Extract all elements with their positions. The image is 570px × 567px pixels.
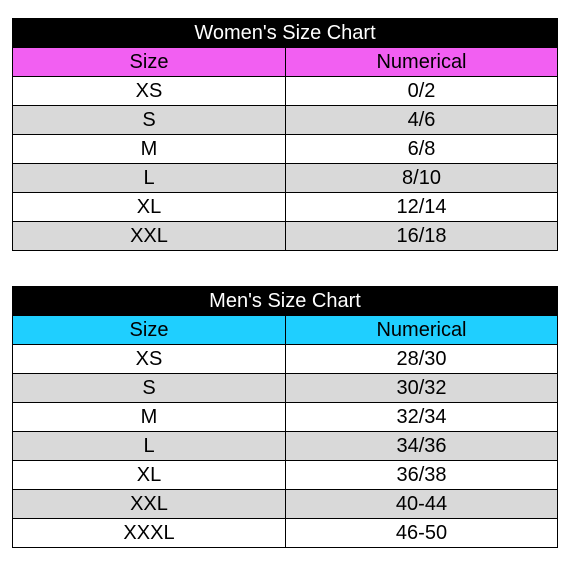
numerical-cell: 46-50 [285, 518, 558, 548]
table-row: XS 28/30 [12, 344, 558, 374]
table-row: S 4/6 [12, 105, 559, 135]
size-column-header: Size [12, 315, 286, 345]
table-row: L 34/36 [12, 431, 558, 461]
numerical-cell: 0/2 [284, 76, 559, 106]
numerical-cell: 40-44 [285, 489, 558, 519]
table-row: M 6/8 [12, 134, 559, 164]
numerical-cell: 8/10 [284, 163, 559, 193]
numerical-cell: 32/34 [285, 402, 558, 432]
numerical-column-header: Numerical [284, 47, 559, 77]
size-cell: S [12, 373, 286, 403]
numerical-cell: 16/18 [284, 221, 559, 251]
table-row: XL 12/14 [12, 192, 559, 222]
numerical-cell: 34/36 [285, 431, 558, 461]
numerical-cell: 28/30 [285, 344, 558, 374]
table-title-row: Women's Size Chart [11, 18, 559, 48]
numerical-column-header: Numerical [285, 315, 558, 345]
table-row: XXL 40-44 [12, 489, 558, 519]
numerical-cell: 36/38 [285, 460, 558, 490]
table-row: M 32/34 [12, 402, 558, 432]
numerical-cell: 12/14 [284, 192, 559, 222]
table-title-row: Men's Size Chart [12, 286, 558, 316]
table-row: L 8/10 [12, 163, 559, 193]
table-row: S 30/32 [12, 373, 558, 403]
size-column-header: Size [12, 47, 286, 77]
size-cell: M [12, 402, 286, 432]
table-row: XXL 16/18 [12, 221, 559, 251]
womens-size-table: Women's Size Chart Size Numerical XS 0/2… [11, 18, 559, 251]
size-cell: XL [12, 460, 286, 490]
mens-table-title: Men's Size Chart [12, 286, 558, 316]
size-cell: XXL [12, 489, 286, 519]
size-cell: XXL [12, 221, 286, 251]
numerical-cell: 6/8 [284, 134, 559, 164]
table-header-row: Size Numerical [12, 47, 559, 77]
womens-table-title: Women's Size Chart [11, 18, 559, 48]
numerical-cell: 4/6 [284, 105, 559, 135]
table-row: XXXL 46-50 [12, 518, 558, 548]
size-cell: L [12, 431, 286, 461]
table-row: XS 0/2 [12, 76, 559, 106]
size-cell: S [12, 105, 286, 135]
table-row: XL 36/38 [12, 460, 558, 490]
size-cell: M [12, 134, 286, 164]
size-cell: XS [12, 344, 286, 374]
size-cell: XS [12, 76, 286, 106]
size-cell: XL [12, 192, 286, 222]
numerical-cell: 30/32 [285, 373, 558, 403]
table-header-row: Size Numerical [12, 315, 558, 345]
size-cell: L [12, 163, 286, 193]
size-cell: XXXL [12, 518, 286, 548]
mens-size-table: Men's Size Chart Size Numerical XS 28/30… [12, 286, 558, 548]
